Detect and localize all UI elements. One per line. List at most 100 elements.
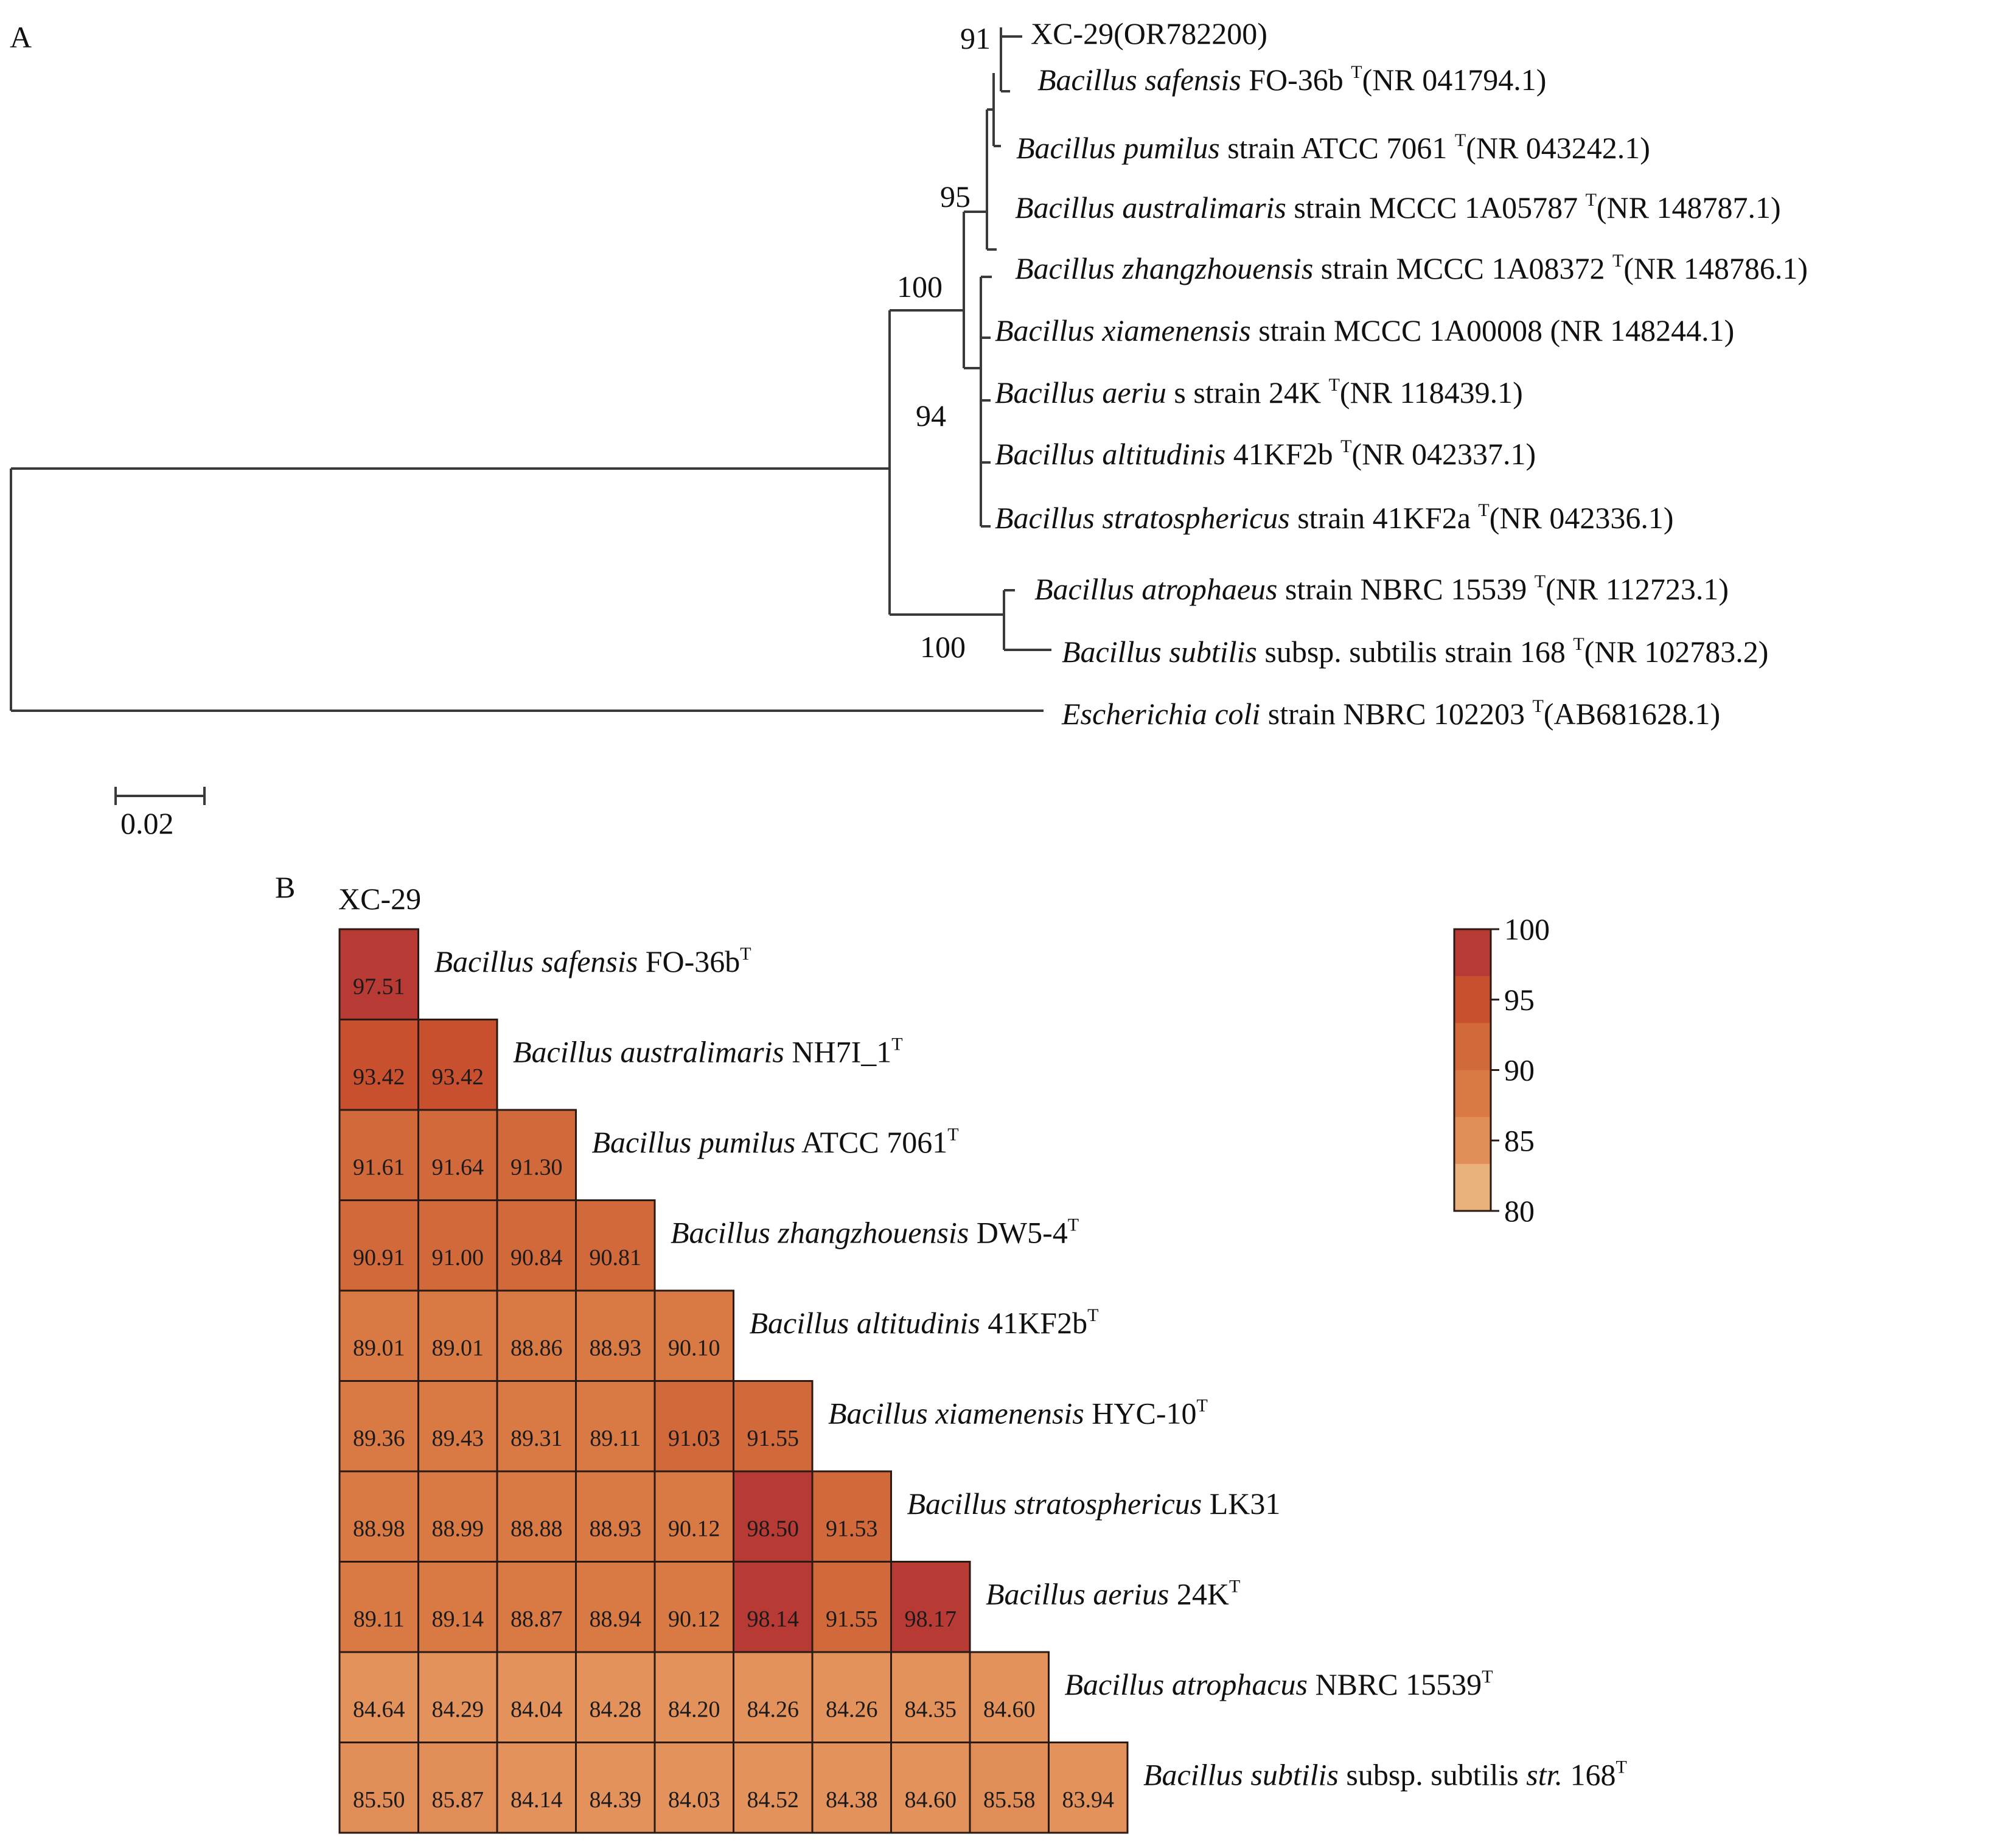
heatmap-cell-value: 93.42	[353, 1064, 405, 1090]
label-segment: Bacillus atrophaeus	[1034, 572, 1278, 606]
label-segment: T	[947, 1124, 958, 1145]
heatmap-row-label: Bacillus stratosphericus LK31	[907, 1487, 1281, 1521]
heatmap-cell-value: 89.31	[511, 1426, 563, 1451]
heatmap-cell	[575, 1561, 656, 1653]
label-segment: 41KF2b	[1225, 437, 1340, 471]
heatmap-cell	[338, 1742, 419, 1834]
heatmap-cell-value: 91.55	[747, 1426, 800, 1451]
label-segment: Bacillus xiamenensis	[995, 313, 1251, 347]
label-segment: FO-36b	[1241, 63, 1351, 97]
heatmap-cell-value: 91.30	[511, 1155, 563, 1180]
tree-leaf: Bacillus atrophaeus strain NBRC 15539 T(…	[1034, 571, 1729, 606]
heatmap-cell-value: 88.94	[590, 1606, 642, 1632]
heatmap-cell-value: 84.35	[905, 1697, 957, 1723]
label-segment: 24K	[1169, 1577, 1229, 1611]
heatmap-cell-value: 88.93	[590, 1336, 642, 1361]
heatmap-cell	[890, 1561, 971, 1653]
heatmap-cell-value: 91.03	[668, 1426, 720, 1451]
heatmap-cell-value: 90.84	[511, 1245, 563, 1271]
label-segment: T	[1351, 62, 1362, 82]
label-segment: Bacillus atrophacus	[1065, 1667, 1308, 1701]
heatmap-row-label: Bacillus pumilus ATCC 7061T	[592, 1124, 959, 1159]
heatmap-cell-value: 91.61	[353, 1155, 405, 1180]
heatmap-cell	[496, 1651, 577, 1743]
bootstrap-value: 94	[916, 399, 946, 433]
heatmap-cell-value: 90.12	[668, 1606, 720, 1632]
label-segment: 168	[1563, 1758, 1616, 1792]
tree-leaf: Bacillus altitudinis 41KF2b T(NR 042337.…	[995, 436, 1536, 471]
label-segment: subsp. subtilis strain 168	[1257, 635, 1573, 669]
label-segment: subsp. subtilis	[1339, 1758, 1526, 1792]
tree-leaf: Bacillus xiamenensis strain MCCC 1A00008…	[995, 313, 1734, 347]
panel-label-b: B	[275, 870, 295, 904]
heatmap-cell	[496, 1109, 577, 1201]
heatmap-row-label: Bacillus zhangzhouensis DW5-4T	[671, 1215, 1079, 1250]
heatmap-row-label: Bacillus subtilis subsp. subtilis str. 1…	[1143, 1757, 1627, 1792]
heatmap-cell	[733, 1742, 814, 1834]
heatmap-cell-value: 84.38	[826, 1787, 878, 1813]
legend-swatch	[1454, 976, 1491, 1024]
label-segment: Bacillus altitudinis	[750, 1306, 980, 1340]
heatmap-cell	[338, 1109, 419, 1201]
label-segment: T	[1482, 1667, 1493, 1687]
label-segment: Escherichia coli	[1061, 697, 1260, 731]
heatmap-cell-value: 84.39	[590, 1787, 642, 1813]
heatmap-cell-value: 84.28	[590, 1697, 642, 1723]
tree-branch-altitudinis-clade	[980, 336, 991, 528]
tree-leaf: Bacillus aeriu s strain 24K T(NR 118439.…	[995, 375, 1523, 410]
label-segment: Bacillus subtilis	[1143, 1758, 1339, 1792]
tree-branch-pumilus-subclade	[986, 108, 997, 251]
label-segment: (NR 148786.1)	[1623, 251, 1808, 285]
tree-branch-ingroup	[888, 309, 1004, 616]
heatmap-row-label: Bacillus xiamenensis HYC-10T	[828, 1396, 1208, 1431]
label-segment: Bacillus stratosphericus	[995, 501, 1290, 535]
heatmap-cell-value: 84.26	[747, 1697, 800, 1723]
heatmap-cell-value: 90.10	[668, 1336, 720, 1361]
heatmap-cell	[969, 1742, 1050, 1834]
heatmap-cell	[575, 1470, 656, 1563]
heatmap-row-label: Bacillus aerius 24KT	[986, 1577, 1240, 1611]
heatmap-cell-value: 89.14	[432, 1606, 484, 1632]
heatmap-cell-value: 84.20	[668, 1697, 720, 1723]
label-segment: (NR 042337.1)	[1351, 437, 1536, 471]
label-segment: Bacillus safensis	[1037, 63, 1241, 97]
scale-bar	[114, 787, 206, 805]
heatmap-cell-value: 84.60	[905, 1787, 957, 1813]
legend-swatch	[1454, 1117, 1491, 1165]
label-segment: T	[1478, 500, 1489, 520]
heatmap-cell	[1048, 1742, 1129, 1834]
tree-branch-xc29	[1000, 27, 1022, 92]
label-segment: Bacillus aerius	[986, 1577, 1169, 1611]
label-segment: XC-29(OR782200)	[1031, 16, 1267, 51]
label-segment: T	[1340, 436, 1351, 456]
label-segment: T	[1455, 130, 1466, 150]
heatmap-cell	[969, 1651, 1050, 1743]
tree-leaf: Bacillus stratosphericus strain 41KF2a T…	[995, 500, 1674, 535]
tree-leaf: Bacillus australimaris strain MCCC 1A057…	[1015, 190, 1781, 225]
tree-branch-safensis-pair	[992, 110, 1001, 147]
heatmap-cell-value: 84.14	[511, 1787, 563, 1813]
heatmap-cell-value: 84.52	[747, 1787, 800, 1813]
heatmap-cell	[338, 1561, 419, 1653]
label-segment: (NR 148787.1)	[1597, 190, 1781, 225]
heatmap-cell-value: 85.58	[983, 1787, 1036, 1813]
label-segment: FO-36b	[638, 944, 740, 978]
heatmap-cell	[733, 1470, 814, 1563]
heatmap-cell-value: 88.88	[511, 1516, 563, 1542]
label-segment: Bacillus pumilus	[1016, 131, 1220, 165]
heatmap-cell	[338, 928, 419, 1020]
heatmap-cell-value: 90.81	[590, 1245, 642, 1271]
label-segment: (NR 112723.1)	[1546, 572, 1729, 606]
label-segment: (NR 118439.1)	[1340, 375, 1523, 410]
heatmap-cell-value: 84.03	[668, 1787, 720, 1813]
label-segment: (NR 043242.1)	[1466, 131, 1650, 165]
heatmap-cell-value: 90.12	[668, 1516, 720, 1542]
heatmap-cell-value: 89.11	[590, 1426, 641, 1451]
heatmap-cell-value: 89.36	[353, 1426, 405, 1451]
tree-leaf: XC-29(OR782200)	[1031, 16, 1267, 51]
bootstrap-value: 100	[897, 270, 943, 304]
heatmap-cell	[417, 1289, 498, 1382]
tree-branch-root	[10, 467, 1044, 712]
label-segment: LK31	[1202, 1487, 1280, 1521]
heatmap-cell	[496, 1199, 577, 1292]
